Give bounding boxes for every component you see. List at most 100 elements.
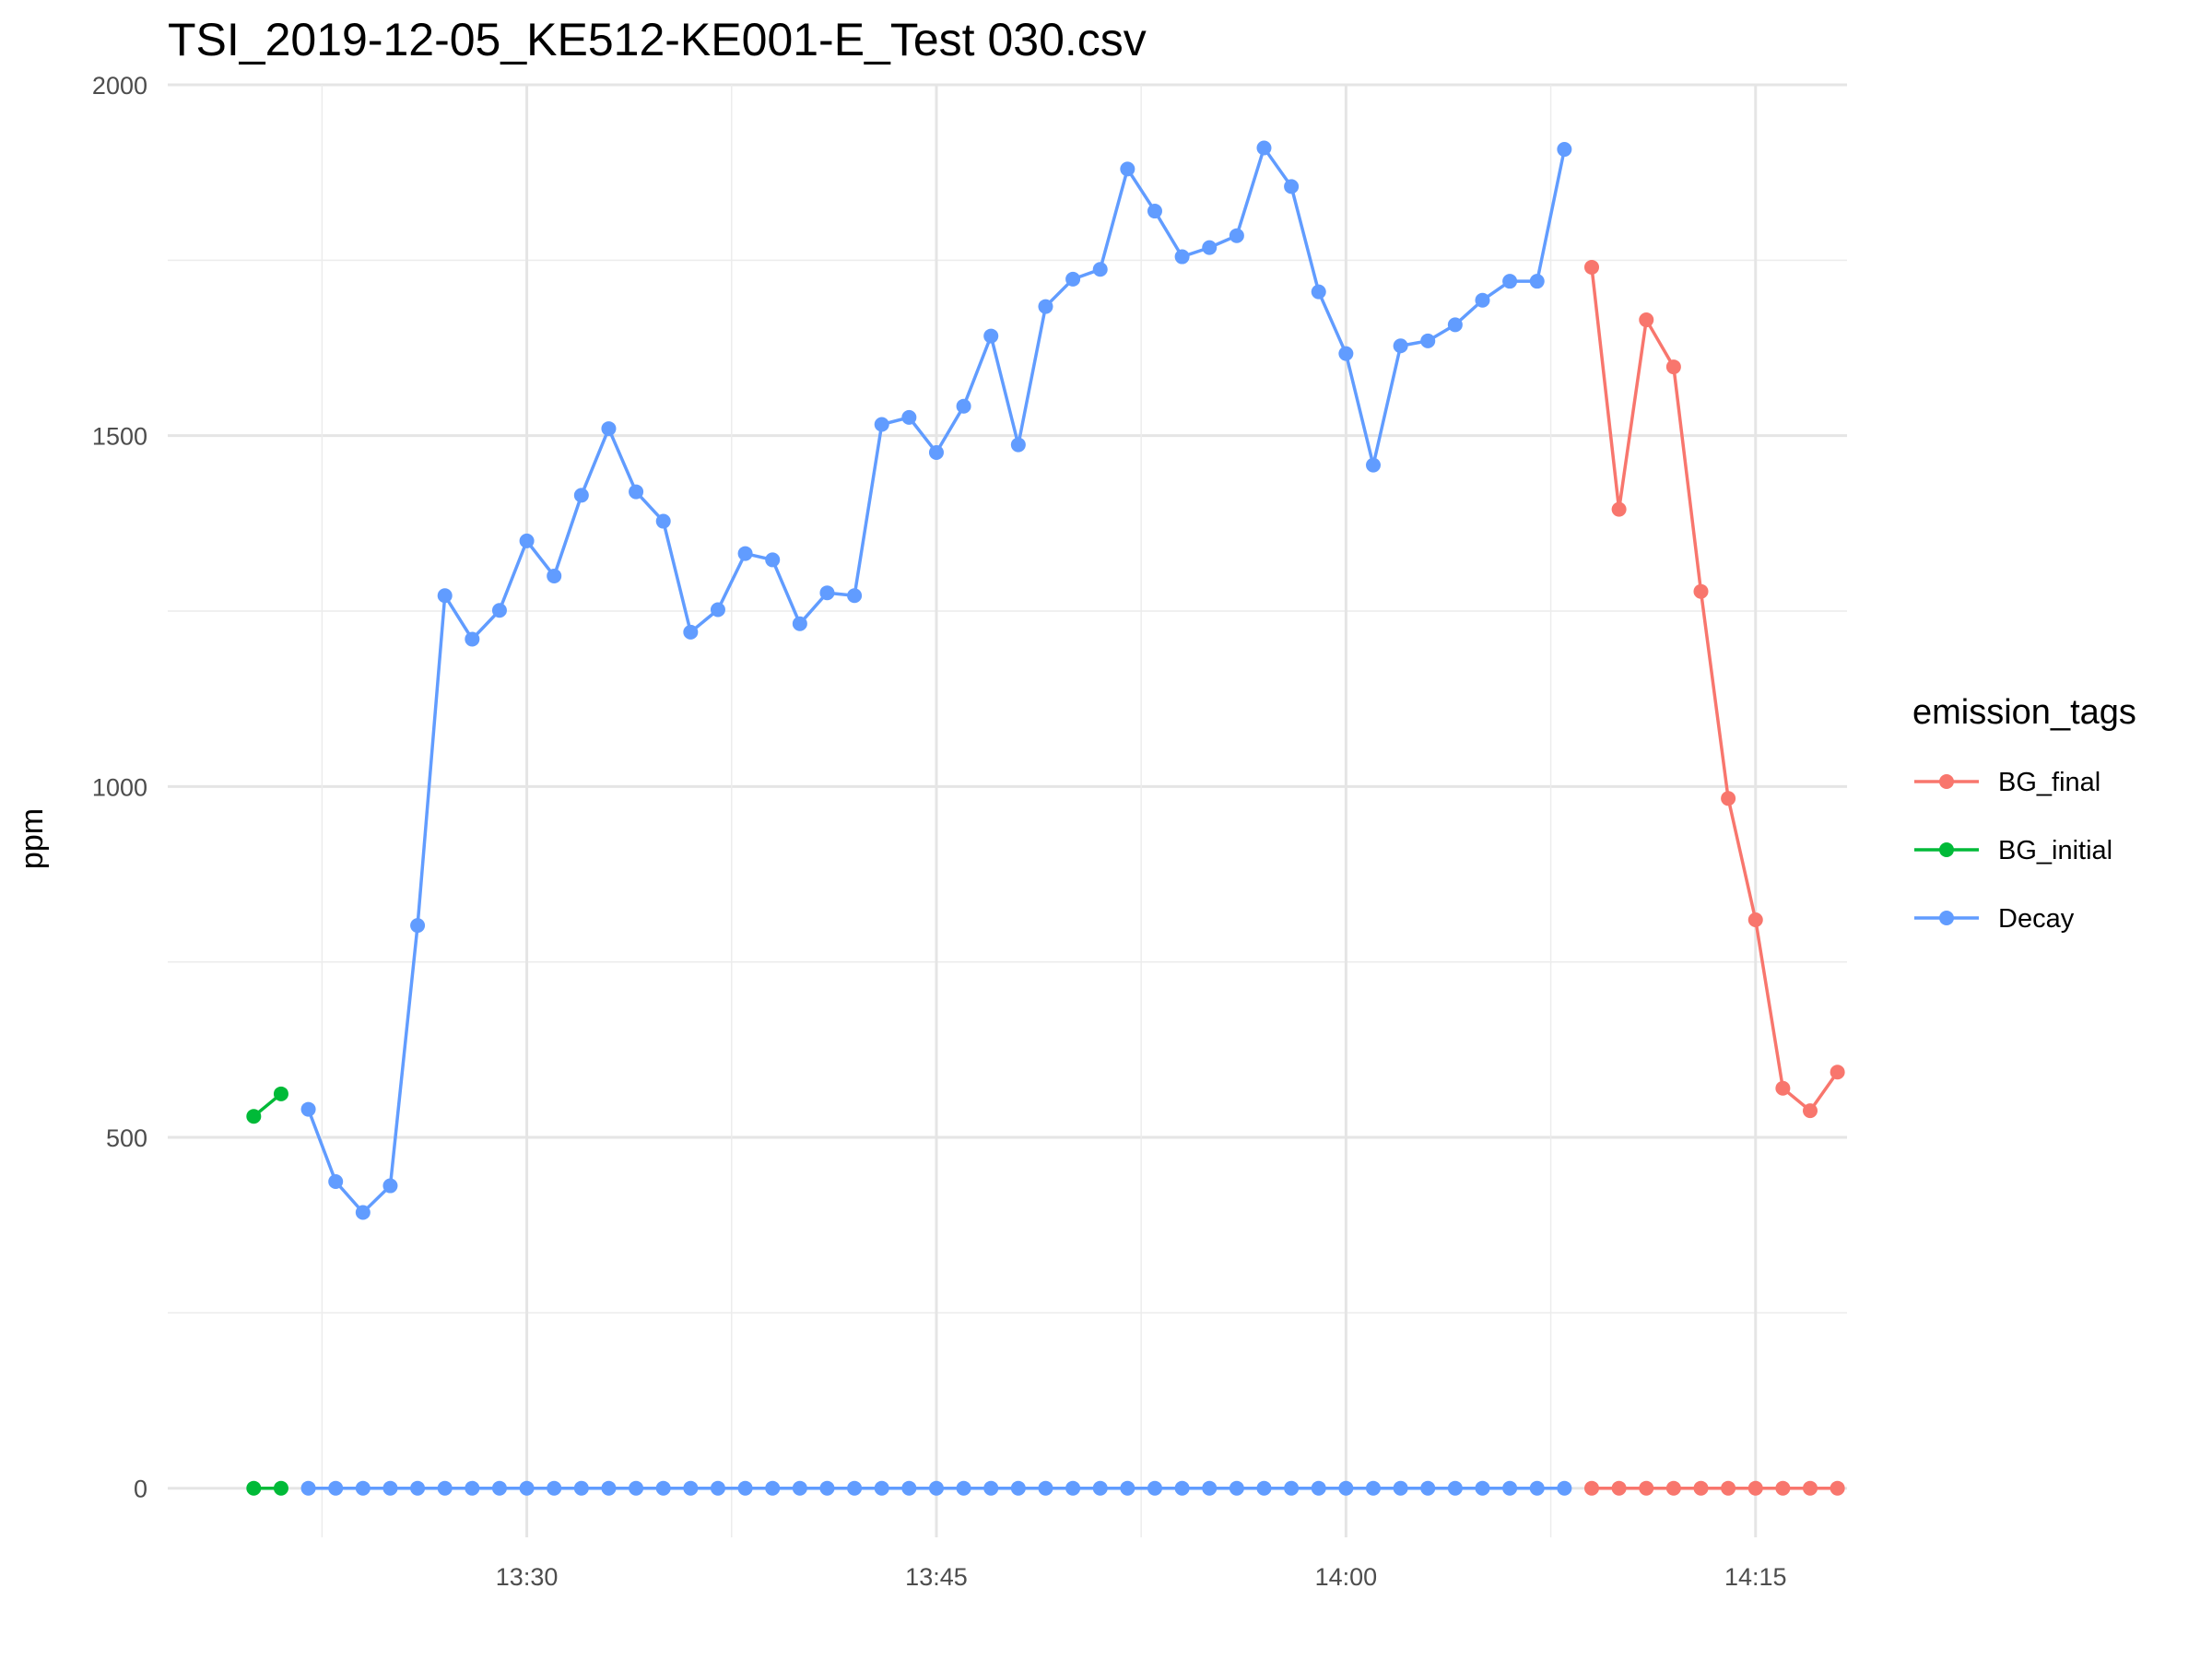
data-point [1502, 274, 1518, 289]
zero-point [355, 1480, 371, 1496]
zero-point [956, 1480, 971, 1496]
zero-point [1529, 1480, 1545, 1496]
data-point [1256, 140, 1272, 156]
data-point [1420, 333, 1436, 348]
data-point [1447, 317, 1463, 333]
y-tick-label: 2000 [92, 72, 147, 100]
zero-point [1092, 1480, 1108, 1496]
data-point [246, 1109, 262, 1124]
zero-point [1311, 1480, 1326, 1496]
y-tick-label: 1500 [92, 423, 147, 451]
zero-point [710, 1480, 725, 1496]
legend-label: Decay [1998, 904, 2075, 934]
zero-point [300, 1480, 316, 1496]
legend-items: BG_final BG_initial Decay [1914, 768, 2112, 934]
data-point [1202, 240, 1218, 255]
data-point [1693, 583, 1709, 599]
zero-point [1202, 1480, 1218, 1496]
data-point [983, 328, 999, 344]
grid-lines [168, 83, 1847, 1537]
x-tick-label: 13:30 [496, 1563, 559, 1591]
data-point [655, 513, 671, 529]
y-tick-label: 500 [106, 1124, 147, 1152]
legend-key-point [1939, 774, 1954, 789]
data-point [1775, 1080, 1791, 1096]
zero-point [1475, 1480, 1490, 1496]
data-point [573, 488, 589, 503]
zero-point [629, 1480, 644, 1496]
zero-point [1665, 1480, 1681, 1496]
zero-point [1038, 1480, 1053, 1496]
zero-point [874, 1480, 889, 1496]
data-point [382, 1178, 398, 1194]
zero-point [1284, 1480, 1300, 1496]
x-tick-label: 14:15 [1724, 1563, 1787, 1591]
data-point [1721, 791, 1736, 806]
legend-label: BG_initial [1998, 836, 2112, 865]
zero-point [1830, 1480, 1845, 1496]
data-point [629, 484, 644, 500]
chart-title: TSI_2019-12-05_KE512-KE001-E_Test 030.cs… [168, 14, 1147, 65]
data-point [519, 533, 535, 548]
zero-point [1365, 1480, 1381, 1496]
data-point [792, 616, 807, 631]
legend-key-point [1939, 842, 1954, 857]
y-axis-ticks: 0 500 1000 1500 2000 [92, 72, 147, 1503]
data-point [1365, 457, 1381, 473]
zero-point [1747, 1480, 1763, 1496]
legend-item: Decay [1914, 904, 2075, 934]
zero-point [1611, 1480, 1627, 1496]
zero-point [1393, 1480, 1408, 1496]
data-point [1147, 204, 1162, 219]
zero-point [1174, 1480, 1190, 1496]
zero-point [901, 1480, 917, 1496]
data-point [1092, 262, 1108, 277]
data-point [1393, 338, 1408, 354]
data-point [410, 918, 426, 934]
zero-point [465, 1480, 480, 1496]
data-point [874, 417, 889, 432]
zero-point [1147, 1480, 1162, 1496]
zero-point [1010, 1480, 1026, 1496]
zero-point [655, 1480, 671, 1496]
zero-point [1693, 1480, 1709, 1496]
data-point [1639, 312, 1654, 328]
data-point [710, 602, 725, 618]
series-bg-final [1583, 259, 1845, 1496]
y-tick-label: 1000 [92, 773, 147, 801]
zero-point [765, 1480, 781, 1496]
zero-point [382, 1480, 398, 1496]
data-point [1665, 359, 1681, 375]
zero-point [328, 1480, 344, 1496]
data-point [819, 585, 835, 601]
x-tick-label: 13:45 [905, 1563, 968, 1591]
zero-point [792, 1480, 807, 1496]
data-point [300, 1101, 316, 1117]
legend: emission_tags BG_final BG_initial Decay [1912, 693, 2136, 934]
data-point [683, 624, 699, 640]
data-point [465, 631, 480, 647]
data-point [1803, 1103, 1818, 1119]
zero-point [1229, 1480, 1244, 1496]
zero-point [519, 1480, 535, 1496]
data-point [547, 568, 562, 583]
zero-point [410, 1480, 426, 1496]
zero-point [437, 1480, 453, 1496]
zero-point [1803, 1480, 1818, 1496]
y-axis-title: ppm [15, 808, 50, 869]
data-point [901, 409, 917, 425]
data-point [491, 603, 507, 618]
zero-point [1420, 1480, 1436, 1496]
series-line [1590, 266, 1840, 1113]
data-point [956, 398, 971, 414]
zero-point [983, 1480, 999, 1496]
data-point [1475, 292, 1490, 308]
zero-point [491, 1480, 507, 1496]
zero-point [547, 1480, 562, 1496]
y-tick-label: 0 [134, 1476, 147, 1503]
data-point [1611, 501, 1627, 517]
zero-point [1256, 1480, 1272, 1496]
data-point [1120, 161, 1135, 177]
zero-point [573, 1480, 589, 1496]
zero-point [1583, 1480, 1599, 1496]
